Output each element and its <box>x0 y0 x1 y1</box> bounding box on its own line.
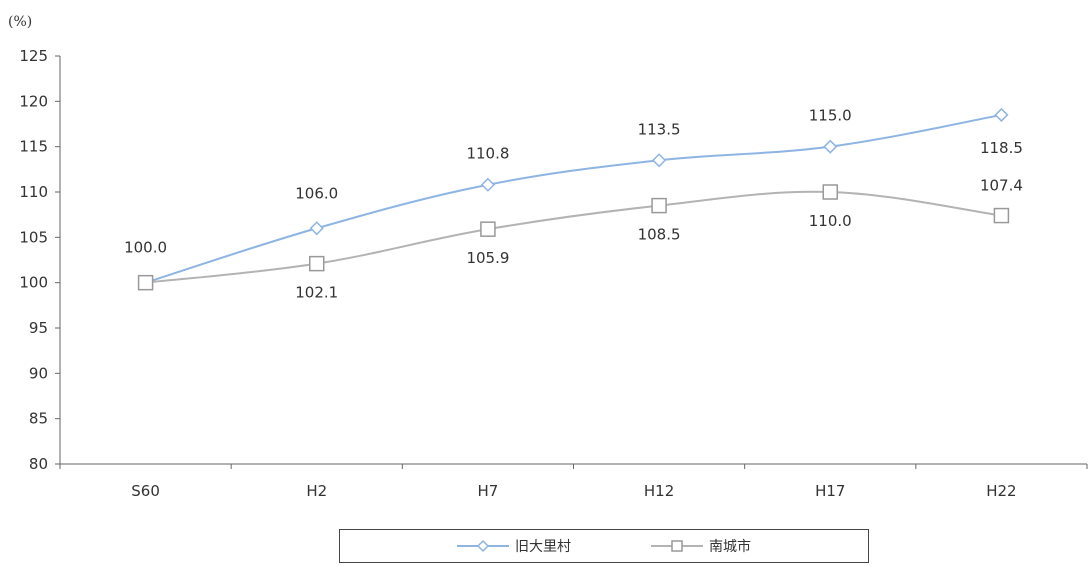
data-point-1-5 <box>823 139 838 154</box>
y-tick-label: 80 <box>29 455 48 473</box>
legend-label-series-1: 旧大里村 <box>515 539 571 555</box>
legend: 旧大里村 南城市 <box>339 529 869 563</box>
data-label-1-6: 118.5 <box>980 139 1023 157</box>
data-point-2-3 <box>480 221 496 237</box>
data-label-1-5: 115.0 <box>809 107 852 125</box>
legend-item-series-1: 旧大里村 <box>457 536 571 556</box>
data-point-1-3 <box>480 177 495 192</box>
data-label-1-3: 110.8 <box>466 145 509 163</box>
x-tick-label: H17 <box>815 482 845 500</box>
data-point-1-2 <box>309 221 324 236</box>
series-line-1 <box>145 113 1002 284</box>
legend-swatch-square-icon <box>651 540 703 552</box>
y-tick-label: 105 <box>19 228 48 246</box>
x-tick-label: H22 <box>986 482 1016 500</box>
x-tick-label: H2 <box>306 482 327 500</box>
legend-swatch-diamond-icon <box>457 539 509 553</box>
y-unit-label: (%) <box>8 14 32 30</box>
data-point-2-5 <box>822 184 838 200</box>
data-point-2-4 <box>651 197 667 214</box>
y-tick-label: 125 <box>19 47 48 65</box>
x-axis: S60 H2 H7 H12 H17 H22 <box>59 463 1088 500</box>
y-tick-label: 115 <box>19 138 48 156</box>
y-axis: 80 85 90 95 100 105 110 115 120 125 <box>19 47 61 473</box>
data-point-1-4 <box>652 153 667 168</box>
y-tick-label: 95 <box>29 319 48 337</box>
legend-item-series-2: 南城市 <box>651 536 751 556</box>
data-point-2-2 <box>309 255 325 272</box>
data-label-1-4: 113.5 <box>638 120 681 138</box>
data-label-2-4: 108.5 <box>638 226 681 244</box>
y-tick-label: 110 <box>19 183 48 201</box>
data-label-1-1: 100.0 <box>124 239 167 257</box>
line-chart: (%) 80 85 90 95 100 105 110 115 120 125 S60 H2 H7 H1… <box>8 14 1088 500</box>
legend-label-series-2: 南城市 <box>709 539 751 555</box>
data-point-2-1 <box>137 274 154 291</box>
y-tick-label: 100 <box>19 274 48 292</box>
data-label-2-2: 102.1 <box>295 284 338 302</box>
data-label-2-5: 110.0 <box>809 212 852 230</box>
y-tick-label: 90 <box>29 364 48 382</box>
x-tick-label: H7 <box>478 482 499 500</box>
data-point-1-6 <box>994 107 1009 122</box>
data-label-layer: 100.0 106.0 110.8 113.5 115.0 118.5 102.1 105.9… <box>124 107 1023 302</box>
data-label-2-3: 105.9 <box>466 249 509 267</box>
series-line-2 <box>145 190 1002 284</box>
data-label-1-2: 106.0 <box>295 184 338 202</box>
series-layer <box>137 107 1010 291</box>
y-tick-label: 85 <box>29 410 48 428</box>
data-point-2-6 <box>993 207 1010 224</box>
x-tick-label: S60 <box>131 482 160 500</box>
x-tick-label: H12 <box>644 482 674 500</box>
y-tick-label: 120 <box>19 92 48 110</box>
data-label-2-6: 107.4 <box>980 177 1023 195</box>
